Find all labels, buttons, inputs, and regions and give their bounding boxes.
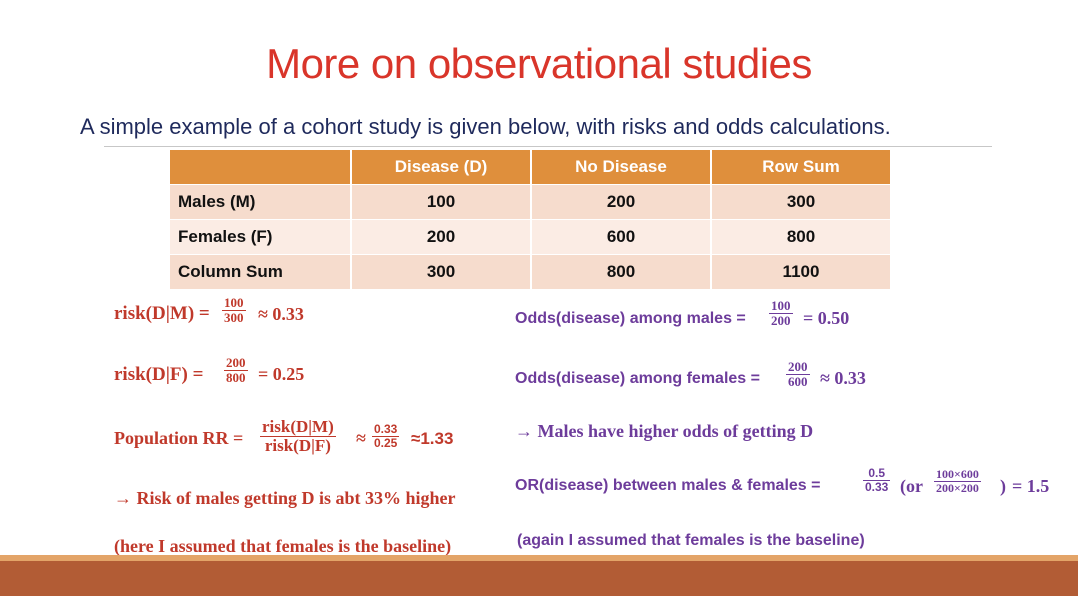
table-cell: 1100 (711, 254, 892, 290)
odds-females-result: ≈ 0.33 (820, 368, 866, 388)
cohort-table: Disease (D) No Disease Row Sum Males (M)… (170, 150, 892, 290)
table-row: Column Sum 300 800 1100 (170, 254, 892, 290)
risk-males-numerator: 100 (222, 295, 246, 311)
table-cell: 200 (351, 219, 532, 255)
rr-value-numerator: 0.33 (372, 422, 400, 437)
or-denominator: 0.33 (865, 479, 889, 494)
risk-males-fraction: 100 300 (222, 296, 246, 325)
risk-conclusion: → Risk of males getting D is abt 33% hig… (114, 488, 456, 508)
table-header-row-sum: Row Sum (711, 150, 892, 185)
rr-label: Population RR = (114, 428, 244, 448)
footer-band-accent (0, 555, 1078, 561)
odds-females-numerator: 200 (786, 359, 810, 375)
or-paren-close: ) (1000, 476, 1006, 496)
odds-males-denominator: 200 (771, 312, 791, 328)
table-cell: 200 (531, 184, 712, 220)
table-cell: 600 (531, 219, 712, 255)
table-cell: 800 (711, 219, 892, 255)
risk-males-denominator: 300 (224, 309, 244, 325)
rr-value-denominator: 0.25 (374, 435, 398, 450)
odds-males-result: = 0.50 (803, 308, 850, 328)
divider-line (104, 146, 992, 147)
rr-approx: ≈ (356, 428, 366, 448)
table-row: Females (F) 200 600 800 (170, 219, 892, 255)
risk-females-fraction: 200 800 (224, 356, 248, 385)
or-label: OR(disease) between males & females = (515, 477, 821, 494)
or-alt-fraction: 100×600 200×200 (934, 468, 981, 495)
rr-fraction: risk(D|M) risk(D|F) (260, 418, 336, 456)
table-header-row: Disease (D) No Disease Row Sum (170, 150, 892, 185)
table-header-blank (170, 150, 352, 185)
table-cell: 300 (351, 254, 532, 290)
or-result: = 1.5 (1012, 476, 1050, 496)
risk-males-result: ≈ 0.33 (258, 304, 304, 324)
odds-males-numerator: 100 (769, 298, 793, 314)
risk-females-label: risk(D|F) = (114, 364, 204, 385)
odds-females-label: Odds(disease) among females = (515, 370, 760, 387)
row-label: Females (F) (170, 219, 352, 255)
risk-females-denominator: 800 (226, 369, 246, 385)
table-header-disease: Disease (D) (351, 150, 532, 185)
table-row: Males (M) 100 200 300 (170, 184, 892, 220)
slide-title: More on observational studies (266, 40, 812, 87)
risk-baseline-note: (here I assumed that females is the base… (114, 536, 452, 556)
odds-males-fraction: 100 200 (769, 299, 793, 328)
slide-subtitle: A simple example of a cohort study is gi… (80, 114, 891, 139)
footer-band (0, 561, 1078, 596)
rr-result: ≈1.33 (411, 429, 454, 448)
or-paren-open: (or (900, 476, 923, 496)
odds-females-denominator: 600 (788, 373, 808, 389)
or-fraction: 0.5 0.33 (863, 467, 891, 494)
rr-value-fraction: 0.33 0.25 (372, 422, 400, 450)
table-cell: 100 (351, 184, 532, 220)
odds-males-label: Odds(disease) among males = (515, 310, 746, 327)
risk-females-result: = 0.25 (258, 364, 305, 384)
table-cell: 800 (531, 254, 712, 290)
table-header-no-disease: No Disease (531, 150, 712, 185)
risk-females-numerator: 200 (224, 355, 248, 371)
table-cell: 300 (711, 184, 892, 220)
odds-females-fraction: 200 600 (786, 360, 810, 389)
or-alt-numerator: 100×600 (934, 467, 981, 482)
rr-denominator: risk(D|F) (264, 435, 331, 455)
row-label: Males (M) (170, 184, 352, 220)
risk-males-label: risk(D|M) = (114, 303, 210, 324)
odds-baseline-note: (again I assumed that females is the bas… (517, 532, 865, 549)
or-alt-denominator: 200×200 (936, 480, 979, 495)
odds-conclusion: → Males have higher odds of getting D (515, 421, 814, 441)
rr-numerator: risk(D|M) (260, 417, 336, 437)
or-numerator: 0.5 (863, 467, 891, 481)
row-label: Column Sum (170, 254, 352, 290)
